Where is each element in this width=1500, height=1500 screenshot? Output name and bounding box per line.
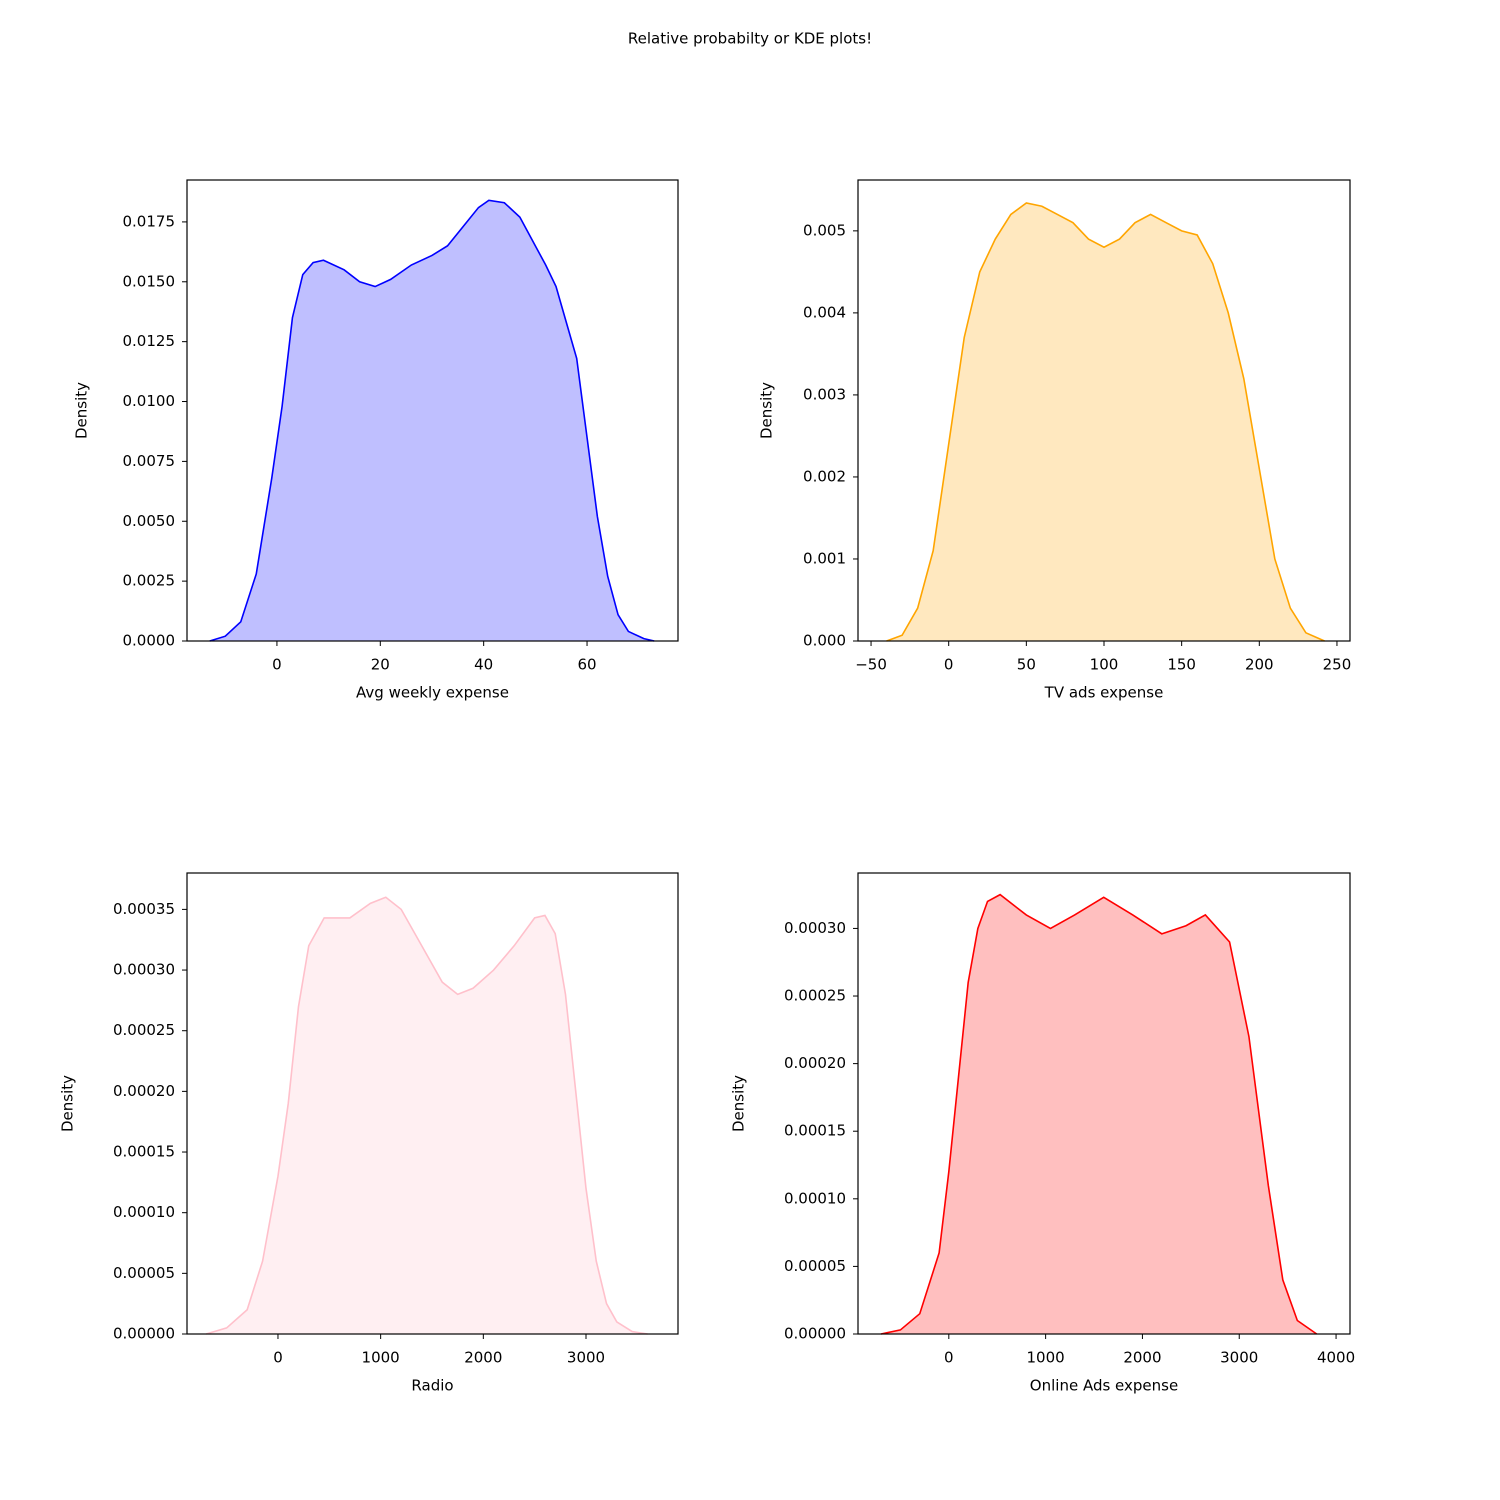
y-tick-label: 0.0025 — [123, 572, 176, 590]
x-tick-label: 3000 — [1220, 1349, 1258, 1367]
x-tick-label: 200 — [1245, 656, 1274, 674]
x-tick-label: 2000 — [1123, 1349, 1161, 1367]
y-tick-label: 0.00035 — [113, 900, 175, 918]
y-axis-label: Density — [59, 1075, 77, 1132]
x-axis-label: Radio — [411, 1377, 453, 1395]
x-tick-label: 0 — [273, 1349, 283, 1367]
y-axis-label: Density — [730, 1075, 748, 1132]
x-tick-label: 1000 — [1027, 1349, 1065, 1367]
y-tick-label: 0.004 — [803, 303, 846, 321]
y-tick-label: 0.00000 — [113, 1325, 175, 1343]
x-axis-label: Online Ads expense — [1030, 1377, 1178, 1395]
axes-frame — [186, 179, 679, 642]
y-tick-label: 0.00005 — [113, 1264, 175, 1282]
x-tick-label: 3000 — [567, 1349, 605, 1367]
kde-line — [205, 896, 648, 1335]
y-tick-label: 0.00025 — [784, 987, 846, 1005]
figure-title: Relative probabilty or KDE plots! — [628, 30, 872, 48]
kde-line — [886, 202, 1325, 642]
x-tick-label: 150 — [1167, 656, 1196, 674]
kde-area — [886, 202, 1325, 641]
x-tick-label: 60 — [577, 656, 596, 674]
y-tick-label: 0.00000 — [784, 1325, 846, 1343]
y-axis-label: Density — [758, 382, 776, 439]
y-tick-label: 0.00015 — [113, 1143, 175, 1161]
y-tick-label: 0.00025 — [113, 1021, 175, 1039]
y-tick-label: 0.00030 — [784, 919, 846, 937]
y-tick-label: 0.001 — [803, 549, 846, 567]
y-tick-label: 0.00005 — [784, 1257, 846, 1275]
axes-frame — [857, 872, 1351, 1335]
x-tick-label: 1000 — [362, 1349, 400, 1367]
x-tick-label: 100 — [1090, 656, 1119, 674]
kde-line — [880, 893, 1318, 1335]
y-tick-label: 0.00010 — [113, 1203, 175, 1221]
y-tick-label: 0.0075 — [123, 452, 176, 470]
y-tick-label: 0.002 — [803, 467, 846, 485]
kde-area — [881, 894, 1317, 1334]
y-tick-label: 0.00020 — [784, 1054, 846, 1072]
y-tick-label: 0.005 — [803, 221, 846, 239]
kde-line — [209, 199, 655, 642]
y-tick-label: 0.003 — [803, 385, 846, 403]
kde-area — [209, 200, 655, 642]
y-tick-label: 0.000 — [803, 632, 846, 650]
y-tick-label: 0.0125 — [123, 332, 176, 350]
x-axis-label: Avg weekly expense — [356, 684, 509, 702]
x-tick-label: 2000 — [464, 1349, 502, 1367]
y-tick-label: 0.00010 — [784, 1189, 846, 1207]
x-tick-label: 4000 — [1317, 1349, 1355, 1367]
y-axis-label: Density — [73, 382, 91, 439]
y-tick-label: 0.00030 — [113, 961, 175, 979]
y-tick-label: 0.00015 — [784, 1122, 846, 1140]
kde-area — [206, 897, 648, 1334]
y-tick-label: 0.0150 — [123, 272, 176, 290]
y-tick-label: 0.0000 — [123, 632, 176, 650]
axes-frame — [186, 872, 679, 1335]
x-axis-label: TV ads expense — [1044, 684, 1164, 702]
x-tick-label: 250 — [1323, 656, 1352, 674]
x-tick-label: 20 — [371, 656, 390, 674]
y-tick-label: 0.00020 — [113, 1082, 175, 1100]
x-tick-label: 0 — [944, 1349, 954, 1367]
x-tick-label: −50 — [855, 656, 887, 674]
x-tick-label: 0 — [272, 656, 282, 674]
x-tick-label: 50 — [1017, 656, 1036, 674]
y-tick-label: 0.0050 — [123, 512, 176, 530]
y-tick-label: 0.0100 — [123, 392, 176, 410]
x-tick-label: 40 — [474, 656, 493, 674]
x-tick-label: 0 — [944, 656, 954, 674]
y-tick-label: 0.0175 — [123, 212, 176, 230]
